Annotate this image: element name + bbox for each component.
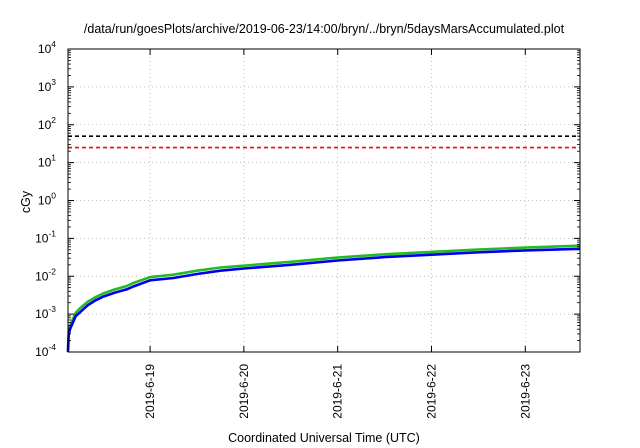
- y-tick-label: 102: [38, 115, 56, 132]
- y-tick-label: 101: [38, 153, 56, 170]
- x-tick-label: 2019-6-22: [424, 364, 438, 419]
- y-tick-label: 10-1: [35, 228, 56, 245]
- y-tick-label: 104: [38, 39, 56, 56]
- x-axis-label: Coordinated Universal Time (UTC): [228, 431, 420, 445]
- y-axis-label: cGy: [19, 190, 33, 213]
- grid-layer: [68, 49, 580, 352]
- chart-title: /data/run/goesPlots/archive/2019-06-23/1…: [84, 22, 565, 36]
- series-line: [66, 244, 581, 350]
- reference-lines: [68, 135, 580, 149]
- x-tick-label: 2019-6-21: [331, 364, 345, 419]
- x-tick-label: 2019-6-19: [143, 364, 157, 419]
- series-line: [66, 247, 581, 353]
- x-tick-label: 2019-6-23: [518, 364, 532, 419]
- y-tick-label: 103: [38, 77, 56, 94]
- y-tick-label: 10-3: [35, 304, 56, 321]
- y-tick-label: 100: [38, 191, 56, 208]
- tick-layer: 10-4 10-3 10-2 10-1 100 101 102 103 104 2019-6-19…: [35, 39, 580, 419]
- y-tick-label: 10-2: [35, 266, 56, 283]
- series-layer: [66, 244, 581, 353]
- y-tick-label: 10-4: [35, 342, 56, 359]
- x-tick-label: 2019-6-20: [237, 364, 251, 419]
